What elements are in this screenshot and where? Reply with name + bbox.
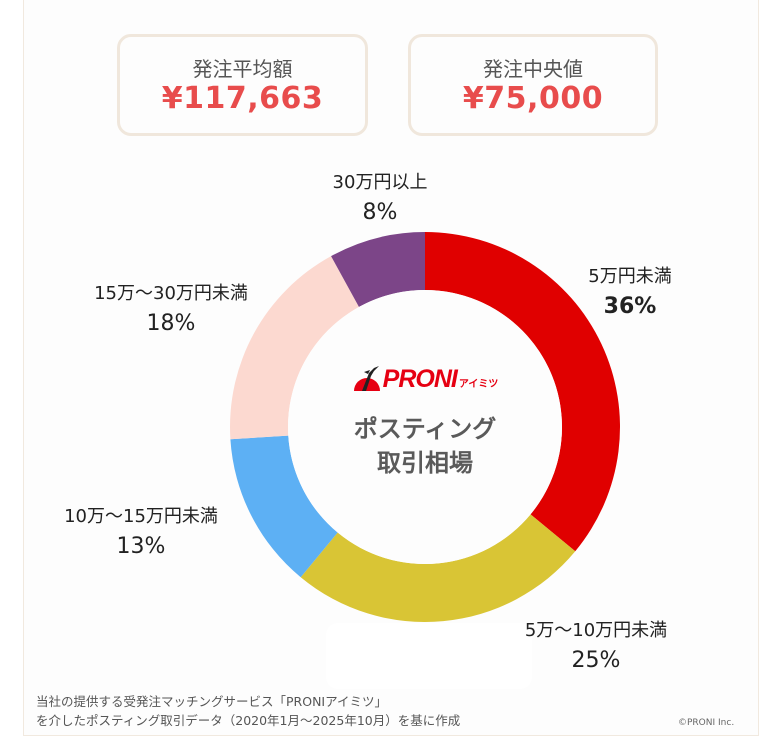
donut-segment bbox=[425, 232, 620, 552]
proni-bird-icon bbox=[353, 366, 380, 391]
average-order-box: 発注平均額 ¥117,663 bbox=[117, 34, 368, 136]
donut-hole bbox=[288, 290, 562, 564]
overlay-mask bbox=[326, 623, 532, 689]
average-order-value: ¥117,663 bbox=[161, 81, 324, 116]
donut-segment bbox=[230, 435, 338, 578]
average-order-label: 発注平均額 bbox=[192, 57, 293, 81]
median-order-box: 発注中央値 ¥75,000 bbox=[408, 34, 658, 136]
donut-segment bbox=[331, 232, 425, 307]
median-order-label: 発注中央値 bbox=[483, 57, 583, 81]
copyright-text: ©PRONI Inc. bbox=[678, 718, 735, 728]
label-over-300k: 30万円以上 8% bbox=[332, 172, 428, 225]
label-150k-300k: 15万〜30万円未満 18% bbox=[94, 283, 248, 336]
source-footnote: 当社の提供する受発注マッチングサービス「PRONIアイミツ」 を介したポスティン… bbox=[36, 694, 461, 728]
donut-segment bbox=[229, 256, 359, 440]
median-order-value: ¥75,000 bbox=[462, 81, 604, 116]
proni-logo: PRONI アイミツ bbox=[325, 360, 525, 392]
label-under-50k: 5万円未満 36% bbox=[588, 266, 672, 319]
label-100k-150k: 10万〜15万円未満 13% bbox=[64, 506, 218, 559]
donut-center: PRONI アイミツ ポスティング 取引相場 bbox=[325, 360, 525, 480]
donut-segment bbox=[300, 514, 576, 622]
label-50k-100k: 5万〜10万円未満 25% bbox=[524, 620, 668, 673]
chart-center-title: ポスティング 取引相場 bbox=[353, 415, 497, 477]
